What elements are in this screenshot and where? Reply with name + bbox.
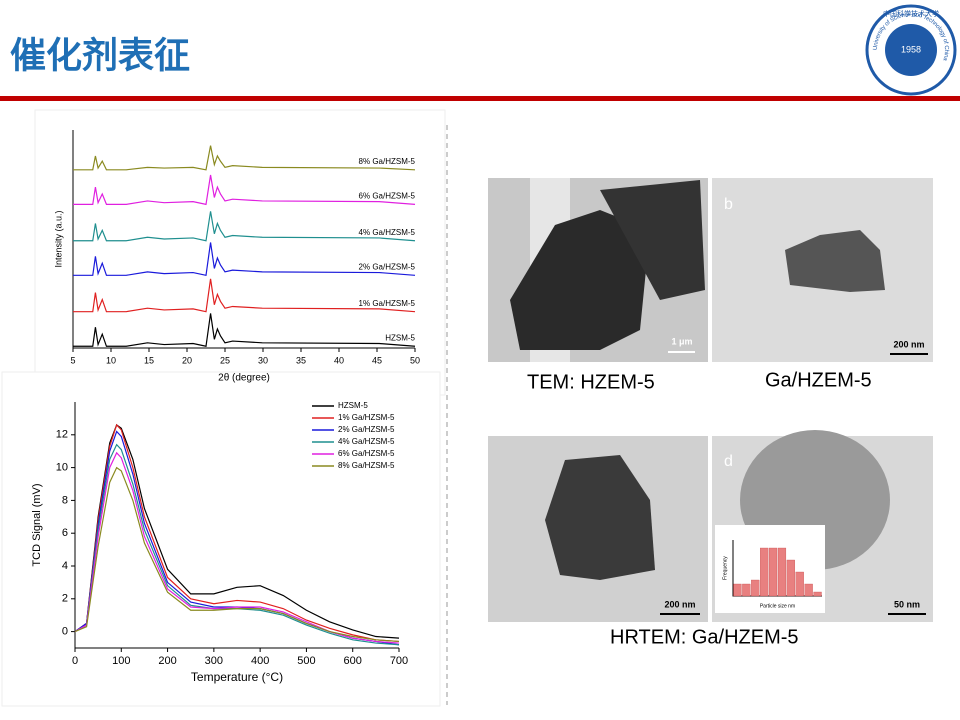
crystal: [600, 180, 705, 300]
tem-image-c: 200 nm: [488, 436, 708, 622]
series-label: 2% Ga/HZSM-5: [359, 262, 416, 271]
y-tick-label: 8: [62, 494, 68, 506]
series-line: [74, 424, 400, 639]
series-line: [73, 211, 416, 242]
y-tick-label: 12: [56, 429, 68, 441]
x-tick-label: 200: [158, 655, 176, 667]
legend-label: 8% Ga/HZSM-5: [338, 461, 395, 470]
scale-label: 1 μm: [671, 336, 692, 346]
x-tick-label: 400: [251, 655, 269, 667]
x-tick-label: 600: [344, 655, 362, 667]
x-tick-label: 700: [390, 655, 408, 667]
caption: TEM: HZEM-5: [527, 371, 655, 393]
legend-label: HZSM-5: [338, 401, 368, 410]
caption: HRTEM: Ga/HZEM-5: [610, 626, 799, 648]
bar: [804, 583, 813, 597]
x-tick-label: 300: [205, 655, 223, 667]
x-tick-label: 20: [182, 355, 192, 365]
legend-label: 6% Ga/HZSM-5: [338, 449, 395, 458]
slide-title: 催化剂表征: [10, 35, 190, 76]
series-line: [73, 174, 416, 206]
logo: University of Science and Technology of …: [865, 4, 957, 96]
x-axis-label: 2θ (degree): [218, 373, 270, 384]
bar: [795, 571, 804, 597]
bar: [786, 559, 795, 597]
series-line: [73, 242, 416, 277]
bar: [742, 583, 751, 597]
legend-label: 1% Ga/HZSM-5: [338, 413, 395, 422]
bar: [751, 579, 760, 597]
logo-name-cn: 中国科学技术大学: [883, 9, 939, 18]
x-tick-label: 30: [258, 355, 268, 365]
bar: [768, 547, 778, 597]
y-tick-label: 6: [62, 527, 68, 539]
series-label: 6% Ga/HZSM-5: [359, 192, 416, 201]
y-axis-label: Intensity (a.u.): [53, 210, 63, 267]
x-tick-label: 100: [112, 655, 130, 667]
x-tick-label: 40: [334, 355, 344, 365]
bar: [760, 547, 769, 597]
bar: [777, 547, 787, 597]
x-tick-label: 45: [372, 355, 382, 365]
x-axis-label: Particle size nm: [760, 603, 795, 609]
y-axis-label: TCD Signal (mV): [31, 483, 43, 566]
legend-label: 4% Ga/HZSM-5: [338, 437, 395, 446]
crystal: [785, 230, 885, 292]
x-tick-label: 0: [72, 655, 78, 667]
crystal: [510, 210, 650, 350]
series-label: 8% Ga/HZSM-5: [359, 157, 416, 166]
series-line: [73, 145, 416, 171]
x-tick-label: 5: [70, 355, 75, 365]
x-tick-label: 15: [144, 355, 154, 365]
xrd-panel: [34, 109, 446, 396]
x-tick-label: 10: [106, 355, 116, 365]
scale-label: 200 nm: [664, 599, 695, 609]
tem-image-a: 1 μm: [488, 178, 708, 362]
crystal: [545, 455, 655, 580]
caption: Ga/HZEM-5: [765, 369, 872, 391]
scale-label: 200 nm: [893, 339, 924, 349]
x-tick-label: 50: [410, 355, 420, 365]
series-line: [73, 278, 416, 313]
series-label: 4% Ga/HZSM-5: [359, 228, 416, 237]
panel-letter: d: [724, 453, 733, 470]
tem-image-b: b 200 nm: [712, 178, 933, 362]
logo-core: [885, 24, 937, 76]
bar: [733, 583, 742, 597]
series-line: [74, 466, 400, 643]
logo-year: 1958: [901, 44, 921, 54]
title-rule: [0, 96, 960, 101]
scale-label: 50 nm: [894, 599, 920, 609]
x-tick-label: 500: [297, 655, 315, 667]
x-tick-label: 35: [296, 355, 306, 365]
series-line: [74, 443, 400, 646]
y-tick-label: 4: [62, 560, 68, 572]
panel-letter: b: [724, 196, 733, 213]
y-tick-label: 10: [56, 462, 68, 474]
y-tick-label: 0: [62, 626, 68, 638]
y-axis-label: Frequency: [722, 556, 728, 580]
series-line: [73, 313, 416, 347]
x-tick-label: 25: [220, 355, 230, 365]
y-tick-label: 2: [62, 593, 68, 605]
x-axis-label: Temperature (°C): [191, 670, 283, 684]
legend-label: 2% Ga/HZSM-5: [338, 425, 395, 434]
series-line: [74, 423, 400, 643]
series-label: HZSM-5: [385, 333, 415, 342]
series-label: 1% Ga/HZSM-5: [359, 299, 416, 308]
bar: [813, 591, 822, 597]
